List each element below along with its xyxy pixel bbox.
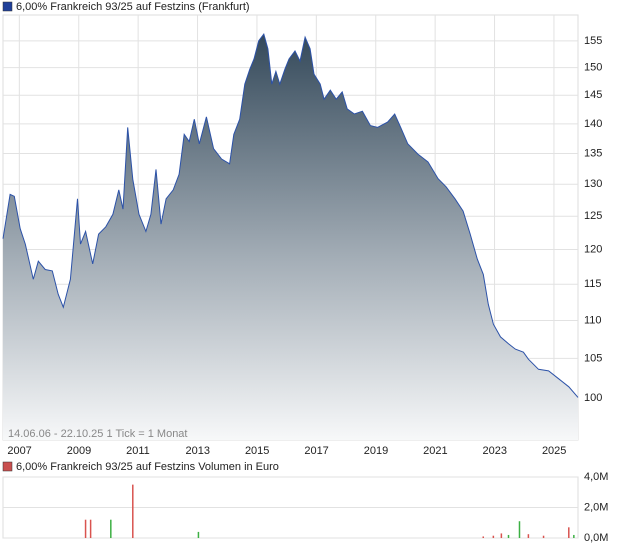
price-line [2, 32, 579, 398]
y-tick-label: 0,0M [584, 532, 608, 544]
x-tick-label: 2013 [186, 445, 210, 457]
volume-bar [110, 519, 112, 538]
y-tick-label: 4,0M [584, 471, 608, 483]
y-tick-label: 125 [584, 210, 602, 222]
x-tick-label: 2021 [423, 445, 447, 457]
x-tick-label: 2019 [364, 445, 388, 457]
volume-bar [197, 531, 200, 538]
x-tick-label: 2007 [7, 445, 31, 457]
x-tick-label: 2011 [126, 445, 150, 457]
volume-bar [507, 534, 510, 538]
price-area [3, 34, 578, 440]
x-tick-label: 2009 [67, 445, 91, 457]
volume-bar [527, 534, 530, 538]
y-tick-label: 150 [584, 62, 602, 74]
y-tick-label: 140 [584, 118, 602, 130]
volume-bar [492, 535, 495, 538]
y-tick-label: 110 [584, 314, 602, 326]
y-tick-label: 155 [584, 35, 602, 47]
x-tick-label: 2017 [304, 445, 328, 457]
legend-swatch [2, 461, 13, 472]
volume-bar [518, 521, 521, 538]
legend-swatch [2, 1, 13, 12]
volume-title: 6,00% Frankreich 93/25 auf Festzins Volu… [16, 461, 279, 473]
y-tick-label: 130 [584, 178, 602, 190]
annotation: 14.06.06 - 22.10.25 1 Tick = 1 Monat [8, 428, 187, 440]
y-tick-label: 135 [584, 147, 602, 159]
volume-bar [89, 519, 92, 538]
volume-bar [542, 535, 545, 538]
y-tick-label: 120 [584, 243, 602, 255]
x-tick-label: 2025 [542, 445, 566, 457]
volume-bar [500, 533, 503, 538]
y-tick-label: 145 [584, 89, 602, 101]
y-tick-label: 115 [584, 278, 602, 290]
y-tick-label: 2,0M [584, 501, 608, 513]
x-tick-label: 2015 [245, 445, 269, 457]
volume-bar [568, 527, 570, 538]
chart-title: 6,00% Frankreich 93/25 auf Festzins (Fra… [16, 1, 250, 13]
volume-bar [482, 536, 485, 538]
x-tick-label: 2023 [483, 445, 507, 457]
volume-bar [132, 484, 134, 538]
y-tick-label: 105 [584, 352, 602, 364]
volume-bar [573, 534, 575, 538]
volume-bar [84, 519, 87, 538]
y-tick-label: 100 [584, 392, 602, 404]
